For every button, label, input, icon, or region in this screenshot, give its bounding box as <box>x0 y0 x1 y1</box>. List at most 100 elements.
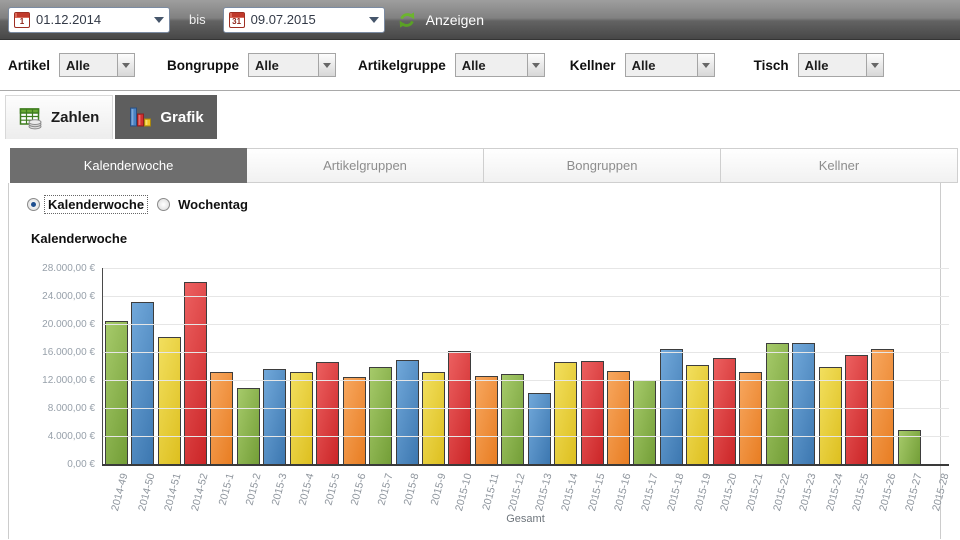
chevron-down-icon[interactable] <box>154 16 164 23</box>
bar-2015-3[interactable] <box>263 369 287 464</box>
x-tick-label: 2015-27 <box>903 472 925 513</box>
table-coins-icon <box>19 107 42 129</box>
tab-zahlen-label: Zahlen <box>51 109 100 126</box>
bar-slot <box>182 282 208 464</box>
bar-slot <box>870 349 896 464</box>
gridline <box>103 296 949 297</box>
bar-slot <box>658 349 684 464</box>
chevron-down-icon <box>701 62 710 68</box>
bar-2015-27[interactable] <box>897 430 921 464</box>
combobox-value: Alle <box>66 57 90 73</box>
bar-2015-23[interactable] <box>792 343 816 464</box>
anzeigen-button[interactable]: Anzeigen <box>397 10 484 30</box>
radio-wochentag[interactable] <box>157 197 171 211</box>
bar-slot <box>711 358 737 464</box>
bar-slot <box>262 369 288 464</box>
subtab-kalenderwoche[interactable]: Kalenderwoche <box>10 148 247 183</box>
bar-2015-10[interactable] <box>448 351 472 464</box>
x-tick-label: 2014-49 <box>109 472 131 513</box>
radio-label-wochentag[interactable]: Wochentag <box>178 196 248 212</box>
bar-2015-19[interactable] <box>686 365 710 464</box>
y-tick-label: 24.000,00 € <box>42 291 95 302</box>
filter-artikel-combobox[interactable]: Alle <box>59 53 136 77</box>
y-tick-label: 8.000,00 € <box>47 403 95 414</box>
x-tick-label: 2015-16 <box>612 472 634 513</box>
bar-2015-7[interactable] <box>369 367 393 464</box>
bar-2015-6[interactable] <box>342 377 366 464</box>
bar-2014-51[interactable] <box>157 337 181 464</box>
bar-slot <box>367 367 393 464</box>
filter-tisch-combobox[interactable]: Alle <box>797 53 884 77</box>
tab-grafik-label: Grafik <box>160 108 204 126</box>
bar-slot <box>420 372 446 464</box>
filter-tisch: Tisch Alle <box>754 53 884 77</box>
bar-2015-13[interactable] <box>527 393 551 464</box>
filter-bongruppe: Bongruppe Alle <box>167 53 337 77</box>
bar-2015-22[interactable] <box>765 343 789 464</box>
bar-2015-17[interactable] <box>633 380 657 464</box>
gridline <box>103 352 949 353</box>
x-tick-label: 2015-8 <box>401 472 422 507</box>
filter-label: Tisch <box>753 57 789 73</box>
filter-artikelgruppe-combobox[interactable]: Alle <box>454 53 545 77</box>
bar-2015-5[interactable] <box>316 362 340 464</box>
y-tick-label: 12.000,00 € <box>42 375 95 386</box>
combobox-trigger-button[interactable] <box>117 54 135 76</box>
bar-2015-18[interactable] <box>659 349 683 464</box>
tab-zahlen[interactable]: Zahlen <box>5 95 114 139</box>
bar-slot <box>156 337 182 464</box>
bar-2015-2[interactable] <box>236 388 260 464</box>
bar-2014-50[interactable] <box>131 302 155 464</box>
bar-slot <box>235 388 261 464</box>
bar-2015-1[interactable] <box>210 372 234 464</box>
subtab-bongruppen[interactable]: Bongruppen <box>484 148 721 183</box>
bar-2015-15[interactable] <box>580 361 604 464</box>
bar-2015-9[interactable] <box>421 372 445 464</box>
date-to-field[interactable]: 31 09.07.2015 <box>222 6 385 33</box>
x-tick-label: 2015-15 <box>585 472 608 513</box>
radio-label-kalenderwoche[interactable]: Kalenderwoche <box>43 194 149 214</box>
bar-2015-11[interactable] <box>474 376 498 464</box>
bar-slot <box>288 372 314 464</box>
bar-slot <box>394 360 420 464</box>
bar-2015-24[interactable] <box>818 367 842 464</box>
combobox-trigger-button[interactable] <box>696 54 714 76</box>
combobox-trigger-button[interactable] <box>318 54 336 76</box>
bar-slot <box>341 377 367 464</box>
bar-2015-26[interactable] <box>871 349 895 464</box>
bar-2015-12[interactable] <box>501 374 525 464</box>
main-tab-bar: Zahlen Grafik <box>0 91 960 139</box>
x-tick-label: 2014-50 <box>135 472 158 513</box>
subtab-artikelgruppen[interactable]: Artikelgruppen <box>247 148 484 183</box>
date-from-field[interactable]: 1 01.12.2014 <box>8 6 170 33</box>
bar-2015-4[interactable] <box>289 372 313 464</box>
bar-2015-21[interactable] <box>739 372 763 464</box>
bar-slot <box>209 372 235 464</box>
chart-title: Kalenderwoche <box>31 231 128 246</box>
refresh-icon <box>399 11 414 28</box>
bar-2015-16[interactable] <box>607 371 631 464</box>
x-tick-label: 2015-17 <box>638 472 661 513</box>
filter-kellner: Kellner Alle <box>570 53 715 77</box>
bar-2015-14[interactable] <box>554 362 578 464</box>
bar-2015-25[interactable] <box>844 355 868 464</box>
radio-kalenderwoche[interactable] <box>27 197 40 211</box>
tab-grafik[interactable]: Grafik <box>115 95 217 139</box>
chevron-down-icon[interactable] <box>368 16 379 23</box>
combobox-trigger-button[interactable] <box>865 54 883 76</box>
x-tick-label: 2014-51 <box>162 472 184 513</box>
grouping-radio-row: Kalenderwoche Wochentag <box>9 192 940 216</box>
bar-slot <box>103 321 129 464</box>
bar-slot <box>632 380 658 464</box>
subtab-kellner[interactable]: Kellner <box>721 148 958 183</box>
filter-kellner-combobox[interactable]: Alle <box>624 53 715 77</box>
filter-artikelgruppe: Artikelgruppe Alle <box>358 53 545 77</box>
filter-bongruppe-combobox[interactable]: Alle <box>248 53 337 77</box>
bar-slot <box>790 343 816 464</box>
bar-2015-8[interactable] <box>395 360 419 464</box>
bar-slot <box>552 362 578 464</box>
combobox-trigger-button[interactable] <box>526 54 544 76</box>
bar-2014-49[interactable] <box>104 321 128 464</box>
bar-2015-20[interactable] <box>712 358 736 464</box>
bar-2014-52[interactable] <box>184 282 208 464</box>
